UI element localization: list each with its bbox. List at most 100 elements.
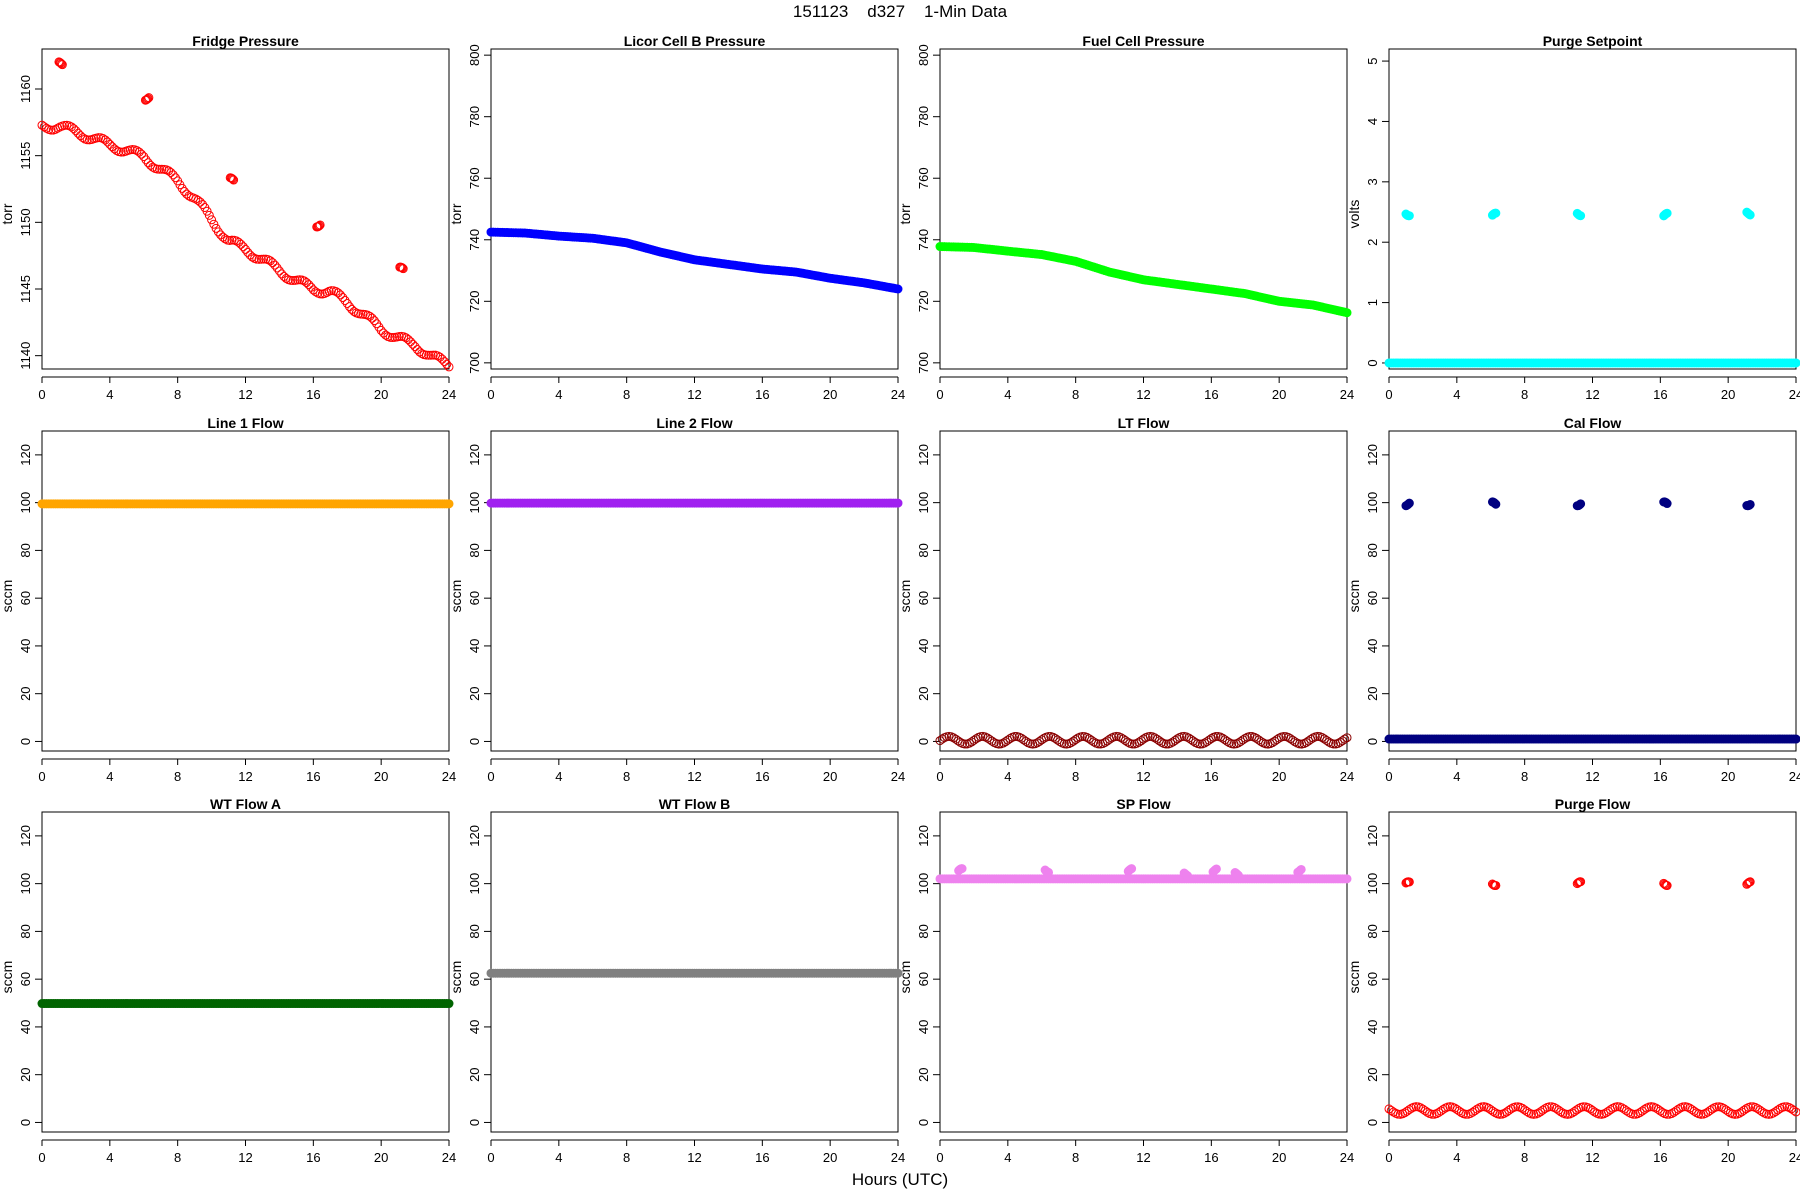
lt-flow-data-point [1118, 734, 1128, 744]
fuel-cell-pressure-ytick-label: 740 [916, 229, 931, 251]
purge-setpoint-ytick-label: 4 [1365, 118, 1380, 125]
lt-flow-data-point [1116, 733, 1126, 743]
sp-flow-ytick-label: 20 [916, 1067, 931, 1081]
purge-flow-data-point [1775, 1103, 1785, 1113]
fridge-pressure-data-point [335, 290, 345, 300]
lt-flow-xtick-label: 24 [1340, 769, 1354, 784]
purge-flow-data-point [1784, 1103, 1794, 1113]
cal-flow-xtick-label: 4 [1453, 769, 1460, 784]
fridge-pressure-xtick-label: 20 [374, 387, 388, 402]
lt-flow-xtick-label: 0 [936, 769, 943, 784]
fuel-cell-pressure-xtick-label: 12 [1136, 387, 1150, 402]
fuel-cell-pressure-xtick-label: 4 [1004, 387, 1011, 402]
fridge-pressure-data-point [410, 342, 420, 352]
lt-flow-data-point [1001, 737, 1011, 747]
purge-flow-data-point [1540, 1104, 1550, 1114]
fuel-cell-pressure-xtick-label: 20 [1272, 387, 1286, 402]
lt-flow-data-point [1184, 733, 1194, 743]
fridge-pressure-ylabel: torr [0, 203, 15, 224]
lt-flow-data-point [985, 734, 995, 744]
cal-flow-xtick-label: 20 [1721, 769, 1735, 784]
purge-flow-outlier-point [1744, 878, 1754, 888]
licor-cell-b-pressure-xtick-label: 4 [555, 387, 562, 402]
purge-flow-data-point [1601, 1108, 1611, 1118]
purge-flow-data-point [1422, 1107, 1432, 1117]
purge-flow-data-point [1707, 1104, 1717, 1114]
line-2-flow-ytick-label: 0 [467, 738, 482, 745]
line-1-flow-points [37, 499, 454, 509]
fridge-pressure-data-point [308, 285, 318, 295]
fridge-pressure-xtick-label: 24 [442, 387, 456, 402]
sp-flow-outlier-point [957, 864, 967, 874]
fridge-pressure-plot-frame [41, 48, 450, 370]
cal-flow-ytick-label: 60 [1365, 591, 1380, 605]
line-1-flow-plot-frame [41, 430, 450, 752]
sp-flow-ytick-label: 0 [916, 1119, 931, 1126]
purge-setpoint-xtick-label: 20 [1721, 387, 1735, 402]
sp-flow-plot-frame [939, 811, 1348, 1133]
purge-setpoint-outlier-point [1491, 208, 1501, 218]
lt-flow-ytick-label: 60 [916, 591, 931, 605]
cal-flow-xtick-label: 16 [1653, 769, 1667, 784]
fridge-pressure-data-point [274, 266, 284, 276]
wt-flow-a-xtick-label: 20 [374, 1150, 388, 1165]
line-2-flow-title: Line 2 Flow [656, 415, 732, 431]
panel-wt-flow-b: WT Flow B sccm 0 20 40 60 80 100 120 0 4 8 12 16 20 24 [448, 796, 905, 1165]
lt-flow-data-point [1328, 739, 1338, 749]
purge-flow-data-point [1470, 1106, 1480, 1116]
lt-flow-data-point [1200, 738, 1210, 748]
wt-flow-b-ytick-label: 60 [467, 972, 482, 986]
fridge-pressure-data-point [381, 330, 391, 340]
purge-flow-points [1384, 877, 1800, 1119]
licor-cell-b-pressure-xtick-label: 20 [823, 387, 837, 402]
fridge-pressure-data-point [155, 164, 165, 174]
licor-cell-b-pressure-xtick-label: 8 [623, 387, 630, 402]
lt-flow-data-point [1215, 732, 1225, 742]
lt-flow-data-point [1270, 736, 1280, 746]
fridge-pressure-data-point [263, 255, 273, 265]
fridge-pressure-outlier-point [142, 94, 152, 104]
purge-flow-data-point [1569, 1107, 1579, 1117]
lt-flow-data-point [1136, 736, 1146, 746]
wt-flow-a-ytick-label: 20 [18, 1067, 33, 1081]
lt-flow-data-point [955, 737, 965, 747]
fridge-pressure-outlier-point [56, 58, 66, 68]
fridge-pressure-outlier-point [397, 263, 407, 273]
lt-flow-data-point [1249, 732, 1259, 742]
purge-flow-data-point [1621, 1106, 1631, 1116]
purge-flow-data-point [1554, 1105, 1564, 1115]
fridge-pressure-data-point [42, 123, 52, 133]
purge-flow-data-point [1662, 1109, 1672, 1119]
purge-flow-data-point [1535, 1107, 1545, 1117]
purge-flow-data-point [1578, 1102, 1588, 1112]
line-2-flow-ytick-label: 120 [467, 444, 482, 466]
fridge-pressure-data-point [134, 147, 144, 157]
fridge-pressure-data-point [78, 133, 88, 143]
purge-setpoint-ytick-label: 5 [1365, 57, 1380, 64]
purge-flow-data-point [1590, 1107, 1600, 1117]
purge-setpoint-ytick-label: 0 [1365, 359, 1380, 366]
lt-flow-data-point [1082, 732, 1092, 742]
lt-flow-data-point [1324, 737, 1334, 747]
purge-flow-xtick-label: 0 [1385, 1150, 1392, 1165]
fridge-pressure-data-point [75, 131, 85, 141]
purge-flow-data-point [1517, 1103, 1527, 1113]
purge-flow-data-point [1703, 1107, 1713, 1117]
line-2-flow-ytick-label: 100 [467, 492, 482, 514]
fridge-pressure-data-point [100, 135, 110, 145]
fuel-cell-pressure-title: Fuel Cell Pressure [1082, 33, 1204, 49]
panel-lt-flow: LT Flow sccm 0 20 40 60 80 100 120 0 4 8 12 16 20 24 [897, 415, 1354, 784]
lt-flow-data-point [1211, 732, 1221, 742]
lt-flow-data-point [1102, 736, 1112, 746]
line-2-flow-xtick-label: 16 [755, 769, 769, 784]
line-1-flow-ytick-label: 40 [18, 639, 33, 653]
fridge-pressure-data-point [247, 252, 257, 262]
fridge-pressure-data-point [268, 258, 278, 268]
purge-flow-data-point [1671, 1106, 1681, 1116]
purge-flow-data-point [1637, 1106, 1647, 1116]
fridge-pressure-data-point [207, 215, 217, 225]
cal-flow-title: Cal Flow [1564, 415, 1622, 431]
wt-flow-b-ytick-label: 100 [467, 873, 482, 895]
fridge-pressure-outlier-point [55, 57, 65, 67]
fridge-pressure-data-point [311, 287, 321, 297]
